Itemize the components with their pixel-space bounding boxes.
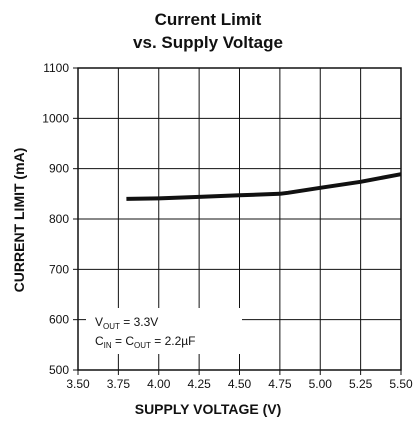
x-tick-label: 5.25 bbox=[349, 377, 373, 391]
x-tick-label: 4.75 bbox=[268, 377, 292, 391]
cout-symbol: = C bbox=[112, 334, 135, 348]
x-tick-label: 4.50 bbox=[228, 377, 252, 391]
y-tick-label: 700 bbox=[49, 262, 69, 276]
x-tick-label: 3.75 bbox=[107, 377, 131, 391]
vout-value: = 3.3V bbox=[120, 315, 158, 329]
series-layer bbox=[126, 172, 402, 201]
plot-frame bbox=[77, 67, 402, 371]
y-tick-label: 900 bbox=[49, 162, 69, 176]
series-line bbox=[126, 172, 402, 201]
y-tick-label: 1000 bbox=[42, 111, 69, 125]
chart-title-line-2: vs. Supply Voltage bbox=[133, 33, 283, 52]
cin-subscript: IN bbox=[104, 341, 112, 350]
y-tick-label: 800 bbox=[49, 212, 69, 226]
capacitor-condition: CIN = COUT = 2.2µF bbox=[95, 334, 196, 350]
cin-symbol: C bbox=[95, 334, 104, 348]
grid bbox=[78, 68, 401, 370]
y-axis-title: CURRENT LIMIT (mA) bbox=[11, 148, 27, 293]
annotation-background bbox=[86, 308, 242, 354]
y-tick-label: 1100 bbox=[43, 61, 69, 75]
x-tick-label: 5.50 bbox=[389, 377, 413, 391]
y-tick-label: 600 bbox=[49, 313, 69, 327]
chart-title-line-1: Current Limit bbox=[155, 10, 262, 29]
x-tick-label: 4.25 bbox=[187, 377, 211, 391]
x-axis-title: SUPPLY VOLTAGE (V) bbox=[135, 401, 282, 417]
x-tick-label: 4.00 bbox=[147, 377, 171, 391]
x-tick-labels: 3.50 3.75 4.00 4.25 4.50 4.75 5.00 5.25 5.50 bbox=[66, 370, 413, 391]
vout-subscript: OUT bbox=[103, 322, 120, 331]
cout-value: = 2.2µF bbox=[151, 334, 196, 348]
conditions-annotation: VOUT = 3.3V CIN = COUT = 2.2µF bbox=[86, 308, 242, 354]
x-tick-label: 5.00 bbox=[309, 377, 333, 391]
y-tick-label: 500 bbox=[49, 363, 69, 377]
vout-symbol: V bbox=[95, 315, 103, 329]
vout-condition: VOUT = 3.3V bbox=[95, 315, 158, 331]
cout-subscript: OUT bbox=[134, 341, 151, 350]
y-tick-labels: 500 600 700 800 900 1000 1100 bbox=[42, 61, 78, 377]
x-tick-label: 3.50 bbox=[66, 377, 90, 391]
